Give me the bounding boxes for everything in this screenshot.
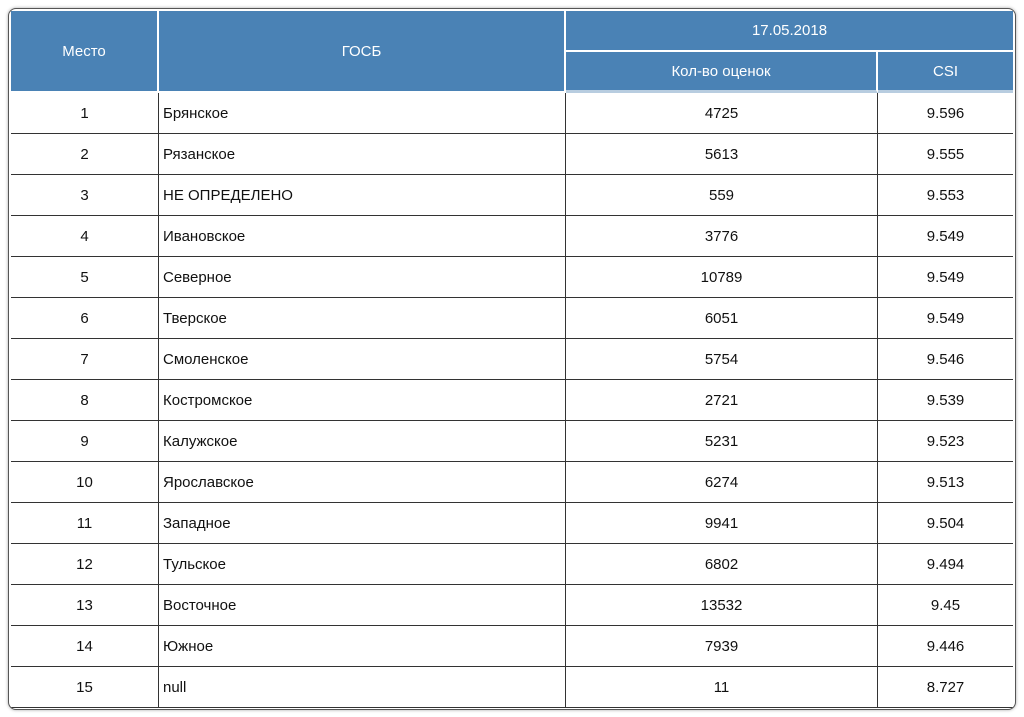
cell-csi: 8.727 (878, 667, 1014, 708)
cell-count: 6802 (566, 544, 878, 585)
cell-gosb: Северное (159, 257, 566, 298)
cell-count: 11 (566, 667, 878, 708)
cell-csi: 9.513 (878, 462, 1014, 503)
cell-place: 14 (11, 626, 159, 667)
cell-csi: 9.504 (878, 503, 1014, 544)
cell-count: 5754 (566, 339, 878, 380)
cell-count: 6051 (566, 298, 878, 339)
cell-place: 10 (11, 462, 159, 503)
cell-place: 6 (11, 298, 159, 339)
cell-place: 12 (11, 544, 159, 585)
table-row[interactable]: 2 Рязанское 5613 9.555 (11, 134, 1014, 175)
cell-gosb: Южное (159, 626, 566, 667)
cell-csi: 9.549 (878, 257, 1014, 298)
cell-place: 8 (11, 380, 159, 421)
cell-gosb: Тульское (159, 544, 566, 585)
cell-csi: 9.596 (878, 93, 1014, 134)
table-header: Место ГОСБ 17.05.2018 Кол-во оценок CSI (11, 11, 1014, 93)
cell-count: 5613 (566, 134, 878, 175)
cell-csi: 9.553 (878, 175, 1014, 216)
table-row[interactable]: 9 Калужское 5231 9.523 (11, 421, 1014, 462)
cell-count: 559 (566, 175, 878, 216)
table-row[interactable]: 6 Тверское 6051 9.549 (11, 298, 1014, 339)
column-header-csi[interactable]: CSI (878, 52, 1014, 93)
cell-gosb: Тверское (159, 298, 566, 339)
cell-count: 6274 (566, 462, 878, 503)
table-row[interactable]: 14 Южное 7939 9.446 (11, 626, 1014, 667)
cell-gosb: Калужское (159, 421, 566, 462)
cell-place: 2 (11, 134, 159, 175)
cell-gosb: Брянское (159, 93, 566, 134)
cell-csi: 9.523 (878, 421, 1014, 462)
cell-count: 4725 (566, 93, 878, 134)
column-header-gosb[interactable]: ГОСБ (159, 11, 566, 93)
cell-csi: 9.539 (878, 380, 1014, 421)
cell-gosb: Костромское (159, 380, 566, 421)
cell-gosb: Ярославское (159, 462, 566, 503)
cell-count: 13532 (566, 585, 878, 626)
cell-csi: 9.446 (878, 626, 1014, 667)
cell-gosb: Западное (159, 503, 566, 544)
ranking-table: Место ГОСБ 17.05.2018 Кол-во оценок CSI … (11, 11, 1014, 708)
cell-gosb: Ивановское (159, 216, 566, 257)
table-body: 1 Брянское 4725 9.596 2 Рязанское 5613 9.555 3 НЕ… (11, 93, 1014, 708)
cell-count: 9941 (566, 503, 878, 544)
cell-place: 4 (11, 216, 159, 257)
cell-count: 2721 (566, 380, 878, 421)
table-row[interactable]: 15 null 11 8.727 (11, 667, 1014, 708)
cell-place: 5 (11, 257, 159, 298)
cell-place: 15 (11, 667, 159, 708)
column-header-place[interactable]: Место (11, 11, 159, 93)
table-row[interactable]: 8 Костромское 2721 9.539 (11, 380, 1014, 421)
cell-gosb: Рязанское (159, 134, 566, 175)
cell-csi: 9.549 (878, 216, 1014, 257)
table-row[interactable]: 3 НЕ ОПРЕДЕЛЕНО 559 9.553 (11, 175, 1014, 216)
cell-count: 5231 (566, 421, 878, 462)
table-row[interactable]: 10 Ярославское 6274 9.513 (11, 462, 1014, 503)
table-row[interactable]: 4 Ивановское 3776 9.549 (11, 216, 1014, 257)
cell-place: 9 (11, 421, 159, 462)
cell-place: 13 (11, 585, 159, 626)
cell-place: 3 (11, 175, 159, 216)
cell-csi: 9.555 (878, 134, 1014, 175)
column-header-count[interactable]: Кол-во оценок (566, 52, 878, 93)
cell-csi: 9.45 (878, 585, 1014, 626)
cell-gosb: null (159, 667, 566, 708)
cell-count: 10789 (566, 257, 878, 298)
table-row[interactable]: 13 Восточное 13532 9.45 (11, 585, 1014, 626)
table-row[interactable]: 11 Западное 9941 9.504 (11, 503, 1014, 544)
cell-csi: 9.549 (878, 298, 1014, 339)
cell-place: 11 (11, 503, 159, 544)
column-group-header-date: 17.05.2018 (566, 11, 1014, 52)
table-row[interactable]: 12 Тульское 6802 9.494 (11, 544, 1014, 585)
cell-csi: 9.546 (878, 339, 1014, 380)
cell-csi: 9.494 (878, 544, 1014, 585)
cell-count: 3776 (566, 216, 878, 257)
table-row[interactable]: 5 Северное 10789 9.549 (11, 257, 1014, 298)
cell-place: 7 (11, 339, 159, 380)
table-row[interactable]: 7 Смоленское 5754 9.546 (11, 339, 1014, 380)
cell-place: 1 (11, 93, 159, 134)
cell-gosb: НЕ ОПРЕДЕЛЕНО (159, 175, 566, 216)
cell-gosb: Смоленское (159, 339, 566, 380)
table-frame: Место ГОСБ 17.05.2018 Кол-во оценок CSI … (8, 8, 1016, 710)
table-row[interactable]: 1 Брянское 4725 9.596 (11, 93, 1014, 134)
cell-count: 7939 (566, 626, 878, 667)
cell-gosb: Восточное (159, 585, 566, 626)
